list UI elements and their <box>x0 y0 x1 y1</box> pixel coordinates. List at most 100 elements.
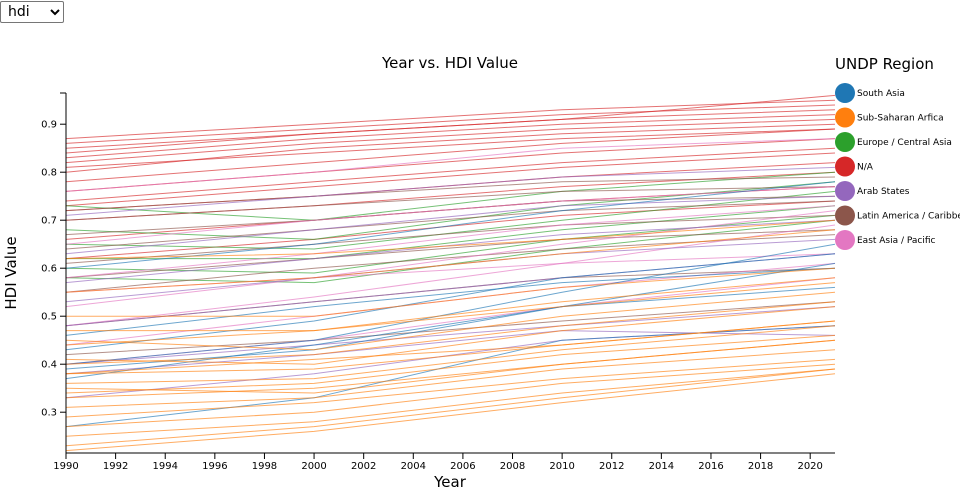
series-line[interactable] <box>65 224 836 327</box>
series-line[interactable] <box>65 301 836 365</box>
chart-title: Year vs. HDI Value <box>381 54 518 72</box>
series-line[interactable] <box>65 262 836 346</box>
series-line[interactable] <box>65 334 836 394</box>
legend-swatch-icon <box>835 205 855 226</box>
y-tick: 0.4 <box>41 360 66 371</box>
legend-swatch-icon <box>835 132 855 152</box>
series-line[interactable] <box>65 152 836 207</box>
series-line[interactable] <box>65 205 836 279</box>
series-line[interactable] <box>65 373 836 452</box>
legend-label: Latin America / Caribbean <box>857 212 960 222</box>
x-tick: 1998 <box>252 453 277 472</box>
x-tick: 2012 <box>599 453 624 472</box>
x-tick-label: 2008 <box>500 461 525 472</box>
x-tick: 2004 <box>401 453 426 472</box>
y-axis: 0.3 0.4 0.5 0.6 0.7 0.8 0.9 <box>41 92 67 453</box>
series-line[interactable] <box>65 166 836 216</box>
series-line[interactable] <box>65 277 836 346</box>
series-line[interactable] <box>65 301 836 356</box>
series-line[interactable] <box>65 363 836 428</box>
lines-layer <box>65 94 836 452</box>
series-line[interactable] <box>65 104 836 144</box>
x-tick: 2008 <box>500 453 525 472</box>
legend-label: N/A <box>857 163 874 173</box>
series-line[interactable] <box>65 128 836 183</box>
series-line[interactable] <box>65 358 836 418</box>
x-tick-label: 2012 <box>599 461 624 472</box>
series-line[interactable] <box>65 286 836 370</box>
x-tick-label: 1992 <box>103 461 128 472</box>
series-line[interactable] <box>65 186 836 221</box>
series-line[interactable] <box>65 195 836 255</box>
series-line[interactable] <box>65 123 836 173</box>
series-line[interactable] <box>65 94 836 154</box>
legend-item[interactable]: Sub-Saharan Arfica <box>835 107 944 128</box>
series-line[interactable] <box>65 325 836 384</box>
series-line[interactable] <box>65 200 836 250</box>
x-axis-label: Year <box>433 473 467 491</box>
y-axis-label: HDI Value <box>2 236 20 309</box>
y-tick: 0.3 <box>41 408 66 419</box>
y-tick-label: 0.6 <box>41 264 57 275</box>
series-line[interactable] <box>65 320 836 375</box>
x-tick: 2014 <box>649 453 674 472</box>
series-line[interactable] <box>65 147 836 202</box>
series-line[interactable] <box>65 306 836 365</box>
x-axis: 1990 1992 1994 1996 1998 2000 2002 2004 2006 2008… <box>53 452 835 472</box>
x-tick: 2002 <box>351 453 376 472</box>
legend-item[interactable]: East Asia / Pacific <box>835 230 936 250</box>
legend-item[interactable]: South Asia <box>835 83 905 103</box>
series-line[interactable] <box>65 214 836 264</box>
x-tick: 1994 <box>152 453 178 472</box>
series-line[interactable] <box>65 306 836 365</box>
series-line[interactable] <box>65 219 836 260</box>
series-line[interactable] <box>65 99 836 140</box>
y-tick: 0.6 <box>41 264 66 275</box>
series-line[interactable] <box>65 176 836 212</box>
y-tick: 0.7 <box>41 216 66 227</box>
series-line[interactable] <box>65 339 836 394</box>
legend-item[interactable]: Europe / Central Asia <box>835 132 952 152</box>
series-line[interactable] <box>65 368 836 447</box>
series-line[interactable] <box>65 349 836 408</box>
series-line[interactable] <box>65 114 836 159</box>
series-line[interactable] <box>65 186 836 245</box>
x-tick: 1990 <box>53 453 79 472</box>
metric-select[interactable]: hdi <box>0 1 64 23</box>
y-tick-label: 0.9 <box>41 120 57 131</box>
legend-item[interactable]: Arab States <box>835 181 910 201</box>
legend-swatch-icon <box>835 181 855 201</box>
y-tick-label: 0.7 <box>41 216 57 227</box>
series-line[interactable] <box>65 291 836 351</box>
x-tick-label: 2010 <box>549 461 574 472</box>
series-line[interactable] <box>65 267 836 336</box>
legend-label: Sub-Saharan Arfica <box>857 114 944 124</box>
x-tick: 2016 <box>698 453 724 472</box>
legend-swatch-icon <box>835 156 855 177</box>
series-line[interactable] <box>65 229 836 293</box>
series-line[interactable] <box>65 138 836 192</box>
series-line[interactable] <box>65 186 836 240</box>
series-line[interactable] <box>66 282 836 332</box>
legend-item[interactable]: Latin America / Caribbean <box>835 205 960 226</box>
series-line[interactable] <box>65 128 836 168</box>
series-line[interactable] <box>65 118 836 164</box>
x-tick-label: 2004 <box>401 461 426 472</box>
series-line[interactable] <box>66 205 836 260</box>
series-line[interactable] <box>66 267 836 317</box>
legend-swatch-icon <box>835 230 855 250</box>
x-tick-label: 2016 <box>698 461 723 472</box>
x-tick-label: 1994 <box>152 461 177 472</box>
x-tick-label: 1996 <box>202 461 227 472</box>
series-line[interactable] <box>65 253 836 351</box>
x-tick: 2006 <box>450 453 476 472</box>
x-tick-label: 2014 <box>649 461 674 472</box>
legend-label: East Asia / Pacific <box>857 236 936 246</box>
series-line[interactable] <box>65 229 836 279</box>
legend-item[interactable]: N/A <box>835 156 874 177</box>
x-tick-label: 2006 <box>450 461 475 472</box>
series-line[interactable] <box>65 138 836 192</box>
series-line[interactable] <box>65 195 836 236</box>
series-line[interactable] <box>65 368 836 437</box>
